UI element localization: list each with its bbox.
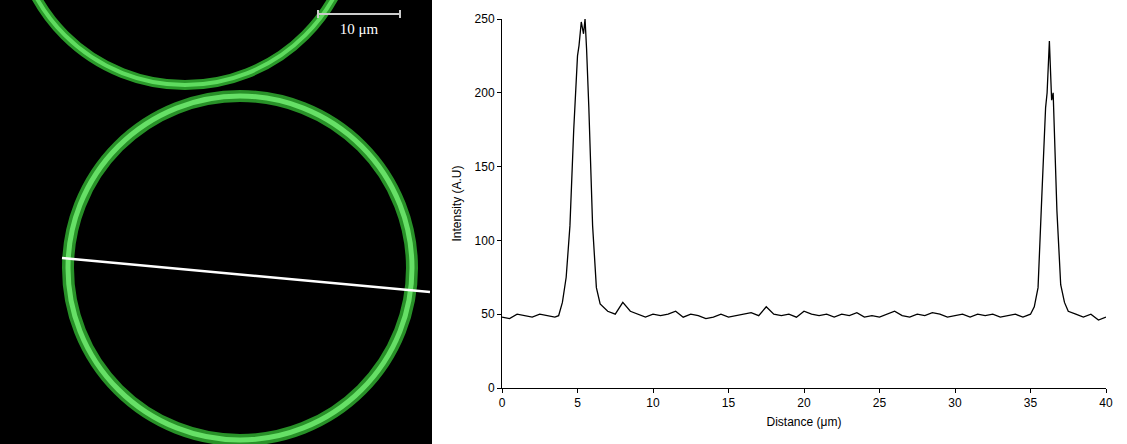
svg-text:40: 40 xyxy=(1099,396,1113,410)
svg-text:0: 0 xyxy=(488,381,495,395)
svg-text:15: 15 xyxy=(722,396,736,410)
svg-text:0: 0 xyxy=(499,396,506,410)
svg-text:10 μm: 10 μm xyxy=(340,21,379,37)
svg-text:250: 250 xyxy=(475,12,495,26)
svg-text:200: 200 xyxy=(475,86,495,100)
svg-text:35: 35 xyxy=(1024,396,1038,410)
svg-text:10: 10 xyxy=(646,396,660,410)
svg-text:5: 5 xyxy=(574,396,581,410)
svg-text:150: 150 xyxy=(475,160,495,174)
svg-text:Distance (μm): Distance (μm) xyxy=(767,415,842,429)
svg-text:100: 100 xyxy=(475,234,495,248)
svg-text:30: 30 xyxy=(948,396,962,410)
svg-text:20: 20 xyxy=(797,396,811,410)
svg-text:50: 50 xyxy=(481,307,495,321)
svg-text:Intensity (A.U): Intensity (A.U) xyxy=(450,165,464,241)
svg-text:25: 25 xyxy=(873,396,887,410)
